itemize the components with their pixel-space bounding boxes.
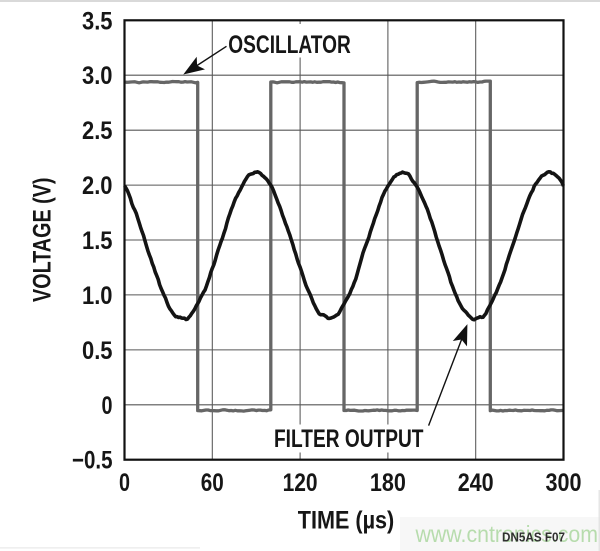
- svg-text:1.0: 1.0: [82, 282, 113, 310]
- svg-text:240: 240: [458, 469, 494, 497]
- svg-text:1.5: 1.5: [82, 227, 113, 255]
- svg-text:DN5AS F07: DN5AS F07: [502, 529, 565, 544]
- svg-text:FILTER OUTPUT: FILTER OUTPUT: [274, 425, 424, 453]
- svg-text:180: 180: [370, 469, 406, 497]
- svg-text:−0.5: −0.5: [72, 447, 113, 475]
- svg-text:0.5: 0.5: [82, 337, 113, 365]
- svg-text:300: 300: [546, 469, 582, 497]
- svg-text:3.0: 3.0: [82, 62, 113, 90]
- svg-text:0: 0: [119, 469, 130, 497]
- svg-text:TIME (µs): TIME (µs): [298, 507, 395, 535]
- svg-text:2.5: 2.5: [82, 117, 113, 145]
- svg-text:2.0: 2.0: [82, 172, 113, 200]
- svg-text:120: 120: [283, 469, 318, 497]
- svg-text:OSCILLATOR: OSCILLATOR: [228, 31, 350, 59]
- svg-text:60: 60: [201, 469, 224, 497]
- svg-text:VOLTAGE (V): VOLTAGE (V): [29, 178, 57, 303]
- svg-text:www.cntronics.com: www.cntronics.com: [415, 521, 598, 547]
- svg-text:3.5: 3.5: [82, 7, 113, 35]
- svg-text:0: 0: [102, 392, 113, 420]
